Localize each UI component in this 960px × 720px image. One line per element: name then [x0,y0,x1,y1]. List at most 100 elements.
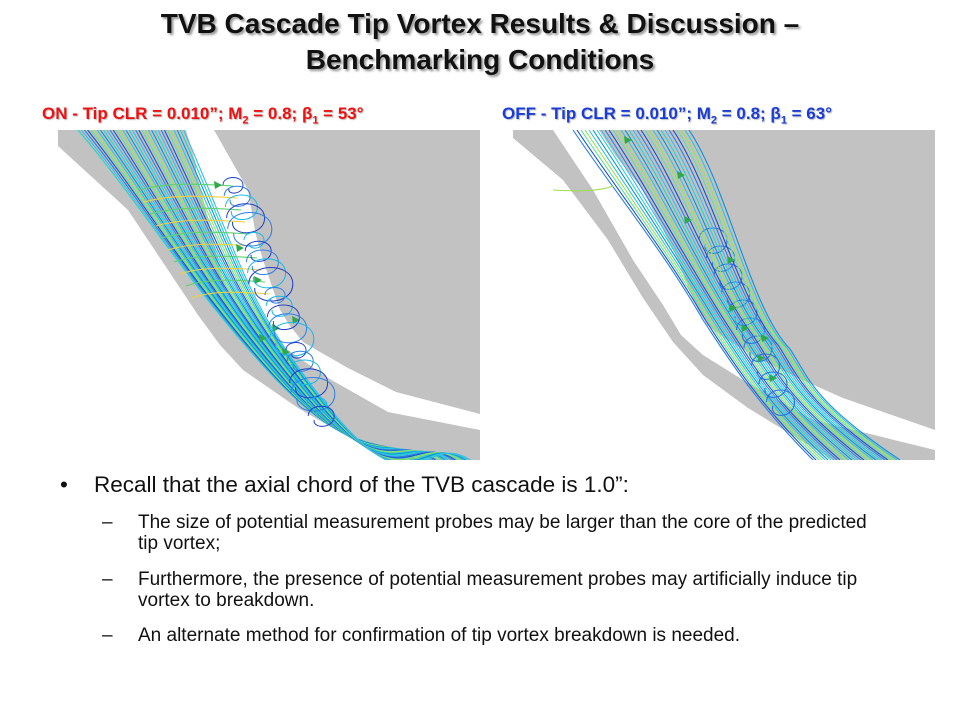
caption-off-value: = 63° [786,104,833,123]
streamline [170,130,461,460]
flow-arrow-marker [729,304,737,312]
vortex-loop [743,335,773,362]
streamline [147,130,444,460]
streamline [668,130,886,460]
flow-arrow-marker [214,181,222,189]
vortex-loop [264,287,286,304]
caption-on-beta-symbol: β [301,104,313,123]
flow-arrow-marker [254,276,262,284]
tip-gap [575,130,699,329]
vortex-loop [227,212,273,247]
tip-leakage-streamline [155,219,246,227]
sub-bullet-text: An alternate method for confirmation of … [138,625,741,646]
title-line-1: TVB Cascade Tip Vortex Results & Discuss… [160,8,800,39]
blade-surface [513,130,935,460]
streamline [624,130,853,460]
caption-on-beta-subscript: 1 [312,114,319,127]
blade-surface [58,130,480,460]
vortex-loop [289,368,329,399]
streamline [652,130,874,460]
streamline [144,130,441,460]
streamline [160,130,454,460]
vortex-loop [285,342,307,359]
caption-off-mid: = 0.8; [717,104,771,123]
caption-off-m-subscript: 2 [710,114,718,127]
streamline-plot-on [58,130,480,460]
streamline [596,130,832,460]
sub-bullet-dash: – [102,512,113,533]
sub-bullet-dash: – [102,569,113,590]
flow-arrow-marker [741,324,749,332]
tip-leakage-streamline [161,231,250,239]
vortex-loop [307,405,335,427]
streamline [684,130,898,460]
tip-leakage-streamline [143,195,238,203]
caption-on-condition: ON - Tip CLR = 0.010”; M2 = 0.8; β1 = 53… [42,104,364,126]
streamline [604,130,838,460]
sub-bullet-text: Furthermore, the presence of potential m… [138,569,858,611]
streamline [588,130,826,460]
vortex-loop [222,177,244,194]
sub-bullet-dash: – [102,625,113,646]
streamline [648,130,871,460]
vortex-loop [226,203,266,234]
caption-on-value: = 53° [318,104,364,123]
tip-leakage-streamline [173,255,258,263]
sub-bullet-text: The size of potential measurement probes… [138,512,867,554]
streamline [672,130,889,460]
title-line-2: Benchmarking Conditions [305,44,655,75]
vortex-loop [243,232,265,249]
tip-gap [196,130,258,332]
vortex-loop [265,295,293,317]
streamline-plot-off [513,130,935,460]
blade-surface [210,130,480,414]
blade-surface [595,130,935,430]
vortex-loop [244,240,272,262]
streamline [151,130,446,460]
vortex-streamlines-off-image [513,130,935,460]
streamline [163,130,456,460]
vortex-loop [269,322,315,357]
streamline [167,130,459,460]
caption-on-m-subscript: 2 [242,114,249,127]
streamline [608,130,841,460]
streamline [173,130,464,460]
caption-on-state: ON - Tip CLR = 0.010”; M [42,104,243,123]
flow-arrow-marker [727,256,735,264]
streamline [135,130,434,460]
tip-leakage-streamline [149,207,242,215]
caption-off-condition: OFF - Tip CLR = 0.010”; M2 = 0.8; β1 = 6… [502,104,832,126]
streamline [580,130,820,460]
streamline [154,130,449,460]
tip-leakage-streamline [137,183,234,191]
vortex-loop [248,267,294,302]
vortex-loop [290,377,336,412]
streamline [632,130,859,460]
flow-arrow-marker [282,348,290,356]
caption-off-state: OFF - Tip CLR = 0.010”; M [502,104,711,123]
vortex-loop [286,350,314,372]
streamline [138,130,436,460]
vortex-loop [758,371,788,398]
vortex-loop [306,397,328,414]
main-bullet-text: Recall that the axial chord of the TVB c… [94,472,629,497]
streamline [592,130,829,460]
caption-off-beta-subscript: 1 [780,114,787,127]
vortex-loop [247,258,287,289]
streamline [644,130,868,460]
streamline [600,130,835,460]
flow-arrow-marker [259,334,267,342]
flow-arrow-marker [677,171,685,179]
flow-arrow-marker [769,374,777,382]
vortex-loop [223,185,251,207]
caption-off-beta-symbol: β [770,104,781,123]
streamline [572,130,814,460]
streamline [620,130,850,460]
streamlines-off [552,130,901,460]
vortex-core-on [222,177,336,427]
streamline [141,130,439,460]
slide-title: TVB Cascade Tip Vortex Results & Discuss… [40,6,920,78]
tip-leakage-streamline [552,185,614,192]
sub-bullet-alternate-method: – An alternate method for confirmation o… [102,625,882,646]
streamline [688,130,901,460]
